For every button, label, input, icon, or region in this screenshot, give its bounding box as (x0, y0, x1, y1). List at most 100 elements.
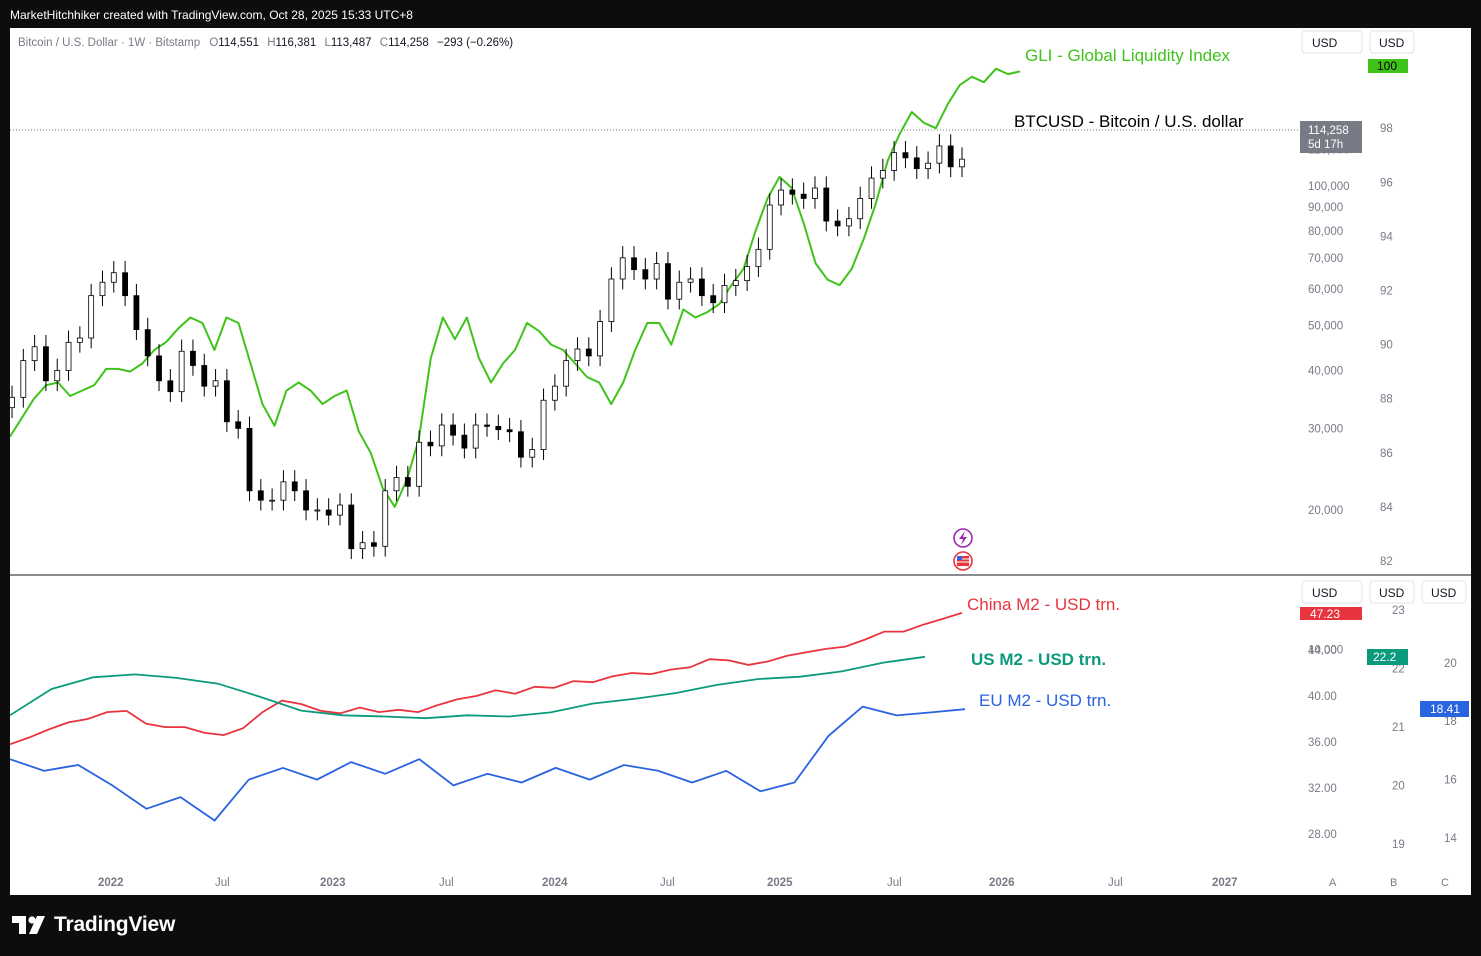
scale-headers[interactable]: USD USD USD USD USD (1301, 30, 1467, 604)
main-left-scale-button[interactable] (1301, 30, 1363, 54)
axis-letter: A (1329, 877, 1337, 889)
btc-candle-body (947, 145, 954, 168)
btc-candle (506, 417, 513, 443)
gli-last-tag-value: 100 (1377, 59, 1397, 73)
btc-candle-body (269, 499, 276, 502)
btc-candle-body (43, 346, 49, 382)
btc-candle-body (88, 295, 95, 339)
btc-candle (450, 413, 456, 446)
btc-candle (438, 413, 445, 457)
btc-candle (371, 530, 377, 557)
btc-candle (472, 413, 479, 459)
btc-candle-body (382, 490, 389, 547)
us-m2-last-value: 22.2 (1373, 650, 1397, 664)
btc-candle (800, 182, 807, 209)
event-icons[interactable] (953, 528, 973, 571)
btc-candle-body (167, 380, 174, 393)
chart-legend[interactable]: Bitcoin / U.S. Dollar · 1W · Bitstamp O1… (18, 37, 513, 49)
btc-candle-body (178, 350, 185, 393)
btc-candle (687, 267, 694, 293)
btc-candle-body (891, 152, 898, 171)
marks (9, 67, 1021, 822)
sub-axis-a-tick: 32.00 (1308, 783, 1337, 795)
china-m2-line[interactable] (9, 612, 963, 746)
btc-candle (642, 257, 649, 290)
sub-axis-a-tick: 44.00 (1308, 645, 1337, 657)
x-tick-label: Jul (660, 877, 675, 889)
sub-c-scale-button[interactable] (1421, 580, 1467, 604)
btc-candle (325, 498, 332, 526)
btc-candle-body (653, 263, 660, 280)
btc-candle-body (868, 177, 875, 199)
btc-candle (925, 151, 931, 179)
btc-candle-body (936, 145, 943, 164)
btc-candle (359, 530, 366, 560)
sub-b-scale-button[interactable] (1369, 580, 1415, 604)
btc-candle (348, 493, 355, 560)
btc-candle-body (201, 365, 208, 387)
btc-candle-body (99, 281, 106, 297)
btc-candle (959, 147, 965, 178)
sub-a-scale-button[interactable] (1301, 580, 1363, 604)
legend-symbol: Bitcoin / U.S. Dollar · 1W · Bitstamp (18, 37, 200, 49)
chart-area[interactable]: Bitcoin / U.S. Dollar · 1W · Bitstamp O 1… (9, 28, 1471, 895)
btc-candle-body (597, 321, 603, 357)
gli-axis-tick: 92 (1380, 286, 1393, 298)
x-tick-label: Jul (1108, 877, 1123, 889)
btc-candle (868, 166, 875, 209)
btc-candle (337, 493, 343, 526)
btc-candle (31, 335, 38, 371)
gli-axis-tick: 88 (1380, 394, 1393, 406)
btc-candle (879, 158, 886, 189)
btc-candle-body (257, 490, 264, 501)
btc-candle-body (778, 189, 784, 206)
btc-candle-body (518, 431, 524, 458)
btc-candle (665, 251, 671, 310)
btc-axis-tick: 70,000 (1308, 253, 1343, 265)
main-right-scale-label: USD (1379, 36, 1405, 50)
main-right-scale-button[interactable] (1369, 30, 1415, 54)
sub-axis-c-tick: 16 (1444, 775, 1457, 787)
legend-o-label: O (209, 37, 218, 49)
btc-candle (744, 254, 751, 291)
x-tick-label: Jul (215, 877, 230, 889)
sub-a-scale-label: USD (1312, 586, 1338, 600)
btc-candle (732, 268, 739, 296)
legend-change: −293 (−0.26%) (437, 37, 513, 49)
gli-axis-tick: 90 (1380, 340, 1393, 352)
eu-m2-line[interactable] (9, 705, 966, 822)
gli-line[interactable] (9, 67, 1021, 508)
btc-candle (846, 206, 852, 237)
btc-candle-body (540, 399, 547, 450)
btc-candle (834, 209, 841, 237)
btc-candle-body (438, 424, 445, 447)
sub-axis-a-tick: 40.00 (1308, 691, 1337, 703)
btc-candle (246, 416, 253, 502)
chart-svg[interactable]: Bitcoin / U.S. Dollar · 1W · Bitstamp O 1… (9, 28, 1471, 895)
sub-axis-b-tick: 19 (1392, 839, 1405, 851)
us-m2-line[interactable] (9, 655, 926, 720)
btc-candle (936, 134, 943, 174)
btc-candle-body (472, 424, 479, 449)
btc-axis-tick: 60,000 (1308, 284, 1343, 296)
btc-candle-body (631, 257, 637, 271)
btc-candle-body (280, 481, 287, 501)
btc-candle-body (393, 477, 400, 492)
btc-candle-body (495, 425, 502, 431)
btc-candle (518, 420, 524, 468)
x-tick-label: Jul (439, 877, 454, 889)
legend-h-label: H (267, 37, 275, 49)
sub-axis-b-tick: 21 (1392, 722, 1405, 734)
us-m2-last-tag (1367, 649, 1408, 665)
btc-candle-body (235, 421, 242, 429)
btc-candle-body (642, 269, 649, 280)
tradingview-logo[interactable]: TradingView (12, 913, 175, 937)
us-m2-label: US M2 - USD trn. (971, 650, 1106, 669)
btc-candle (178, 339, 185, 402)
sub-axis-b-tick: 22 (1392, 664, 1405, 676)
btc-candle-body (744, 266, 751, 282)
btc-candle-body (913, 157, 920, 170)
btc-candle (76, 326, 83, 353)
btc-axis-tick: 20,000 (1308, 505, 1343, 517)
btc-candle-body (608, 278, 615, 322)
